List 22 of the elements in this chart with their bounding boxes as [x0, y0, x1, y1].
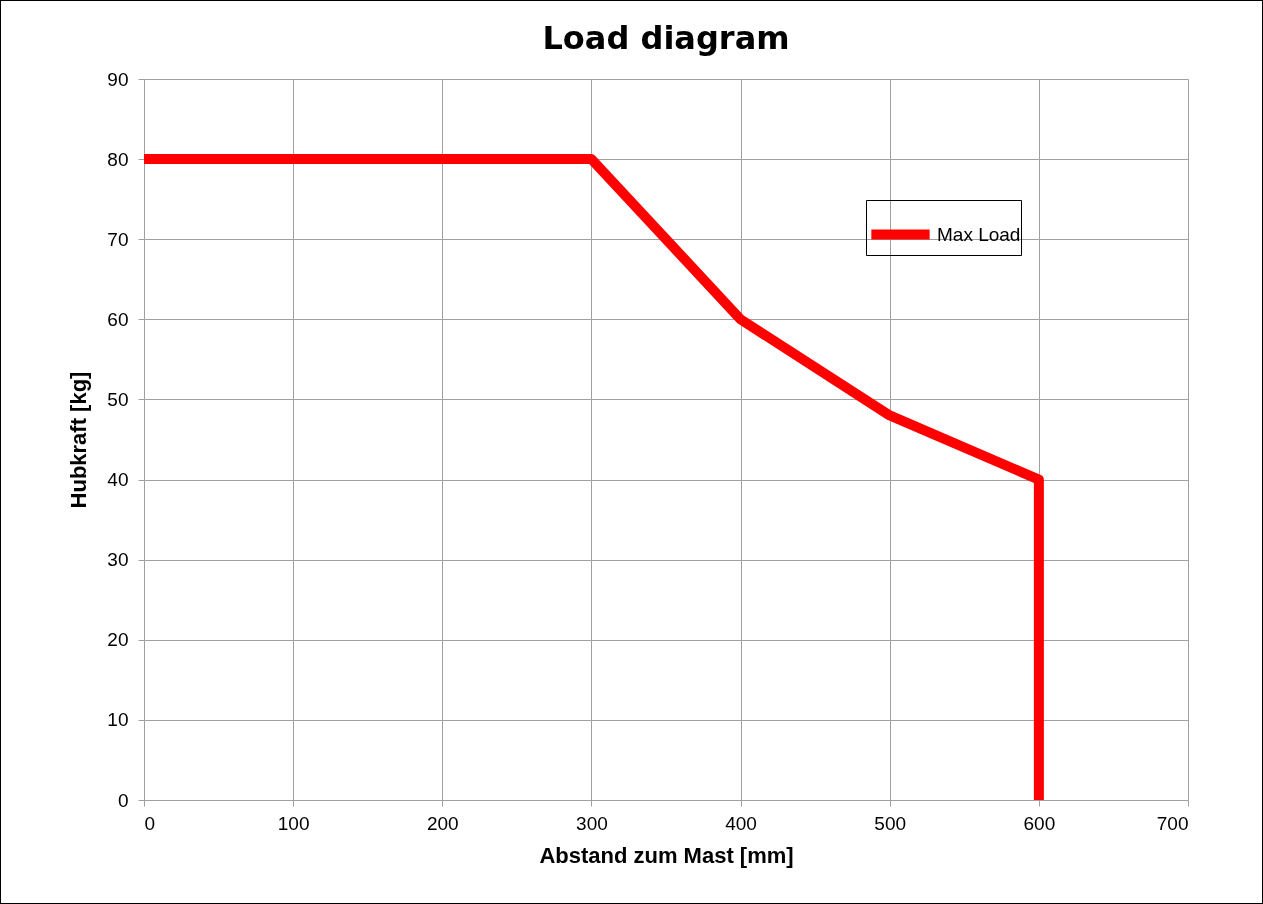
x-tick-label: 400: [725, 812, 757, 834]
y-tick-label: 90: [107, 68, 129, 90]
x-tick-label: 200: [426, 812, 459, 834]
y-tick-label: 30: [107, 549, 129, 571]
chart-title: Load diagram: [542, 19, 790, 57]
x-tick-label: 500: [874, 812, 907, 834]
y-tick-label: 60: [107, 308, 129, 330]
y-tick-label: 10: [107, 709, 129, 731]
x-tick-label: 100: [277, 812, 310, 834]
y-tick-label: 20: [107, 629, 129, 651]
y-tick-label: 0: [117, 789, 129, 811]
x-tick-label: 300: [576, 812, 608, 834]
y-tick-label: 40: [107, 469, 129, 491]
x-axis-title: Abstand zum Mast [mm]: [539, 842, 794, 868]
x-tick-label: 0: [144, 812, 156, 834]
y-tick-label: 80: [107, 148, 129, 170]
y-tick-label: 50: [107, 388, 129, 410]
x-tick-label: 600: [1023, 812, 1056, 834]
y-axis-title: Hubkraft [kg]: [66, 371, 92, 509]
x-tick-label: 700: [1156, 812, 1189, 834]
y-tick-label: 70: [107, 228, 129, 250]
legend-label: Max Load: [937, 223, 1021, 245]
